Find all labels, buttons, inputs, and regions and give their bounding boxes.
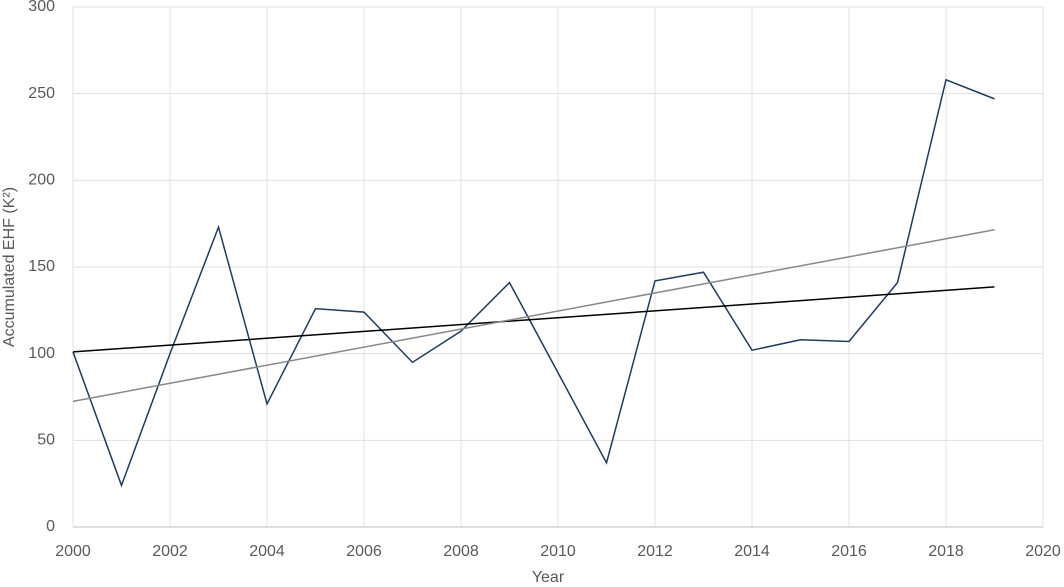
y-tick-label: 250: [28, 85, 55, 102]
x-tick-label: 2010: [540, 543, 576, 560]
x-axis-title: Year: [532, 569, 565, 586]
x-tick-label: 2008: [443, 543, 479, 560]
x-tick-label: 2016: [831, 543, 867, 560]
x-tick-label: 2012: [637, 543, 673, 560]
x-tick-label: 2002: [152, 543, 188, 560]
y-tick-label: 200: [28, 172, 55, 189]
x-tick-label: 2018: [928, 543, 964, 560]
y-tick-label: 300: [28, 0, 55, 15]
y-axis-title: Accumulated EHF (K²): [1, 187, 18, 347]
x-tick-label: 2014: [734, 543, 770, 560]
y-tick-label: 150: [28, 258, 55, 275]
y-tick-label: 0: [46, 518, 55, 535]
y-tick-label: 50: [37, 432, 55, 449]
x-tick-label: 2006: [346, 543, 382, 560]
x-tick-label: 2000: [55, 543, 91, 560]
series-line: [72, 78, 995, 488]
series-line: [72, 286, 995, 353]
x-tick-label: 2020: [1025, 543, 1061, 560]
series-line: [72, 228, 995, 403]
y-tick-label: 100: [28, 345, 55, 362]
x-tick-label: 2004: [249, 543, 285, 560]
